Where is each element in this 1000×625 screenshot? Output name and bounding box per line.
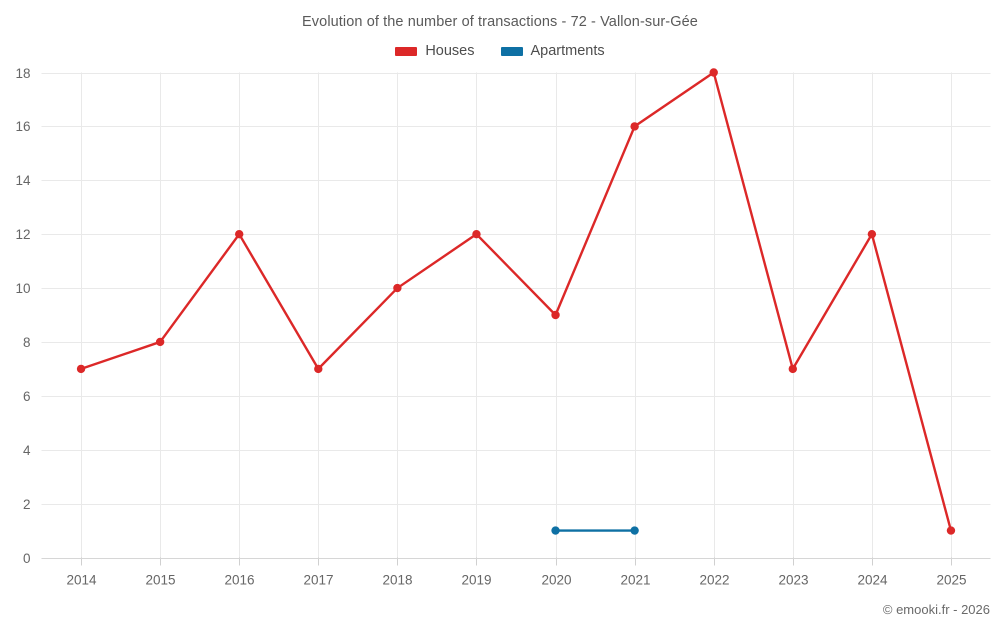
chart-title: Evolution of the number of transactions … [302,14,698,30]
data-point-apartments-2020[interactable] [551,526,560,535]
y-axis-tick-label: 6 [23,389,31,404]
data-point-houses-2023[interactable] [788,364,797,374]
y-axis-tick-label: 8 [23,335,31,350]
copyright-credit: © emooki.fr - 2026 [882,602,990,617]
data-point-houses-2021[interactable] [630,122,639,131]
x-axis-tick-label: 2015 [145,573,175,588]
x-axis-tick-label: 2021 [620,573,650,588]
x-axis-tick-label: 2020 [541,573,571,588]
y-axis-tick-label: 14 [15,173,31,188]
data-point-houses-2018[interactable] [393,283,402,293]
legend-label-apartments: Apartments [530,43,605,59]
chart-legend: Houses Apartments [0,44,1000,59]
x-axis-tick-label: 2014 [66,573,97,588]
data-point-houses-2022[interactable] [709,68,718,77]
legend-label-houses: Houses [425,43,475,59]
x-axis-tick-label: 2023 [778,573,808,588]
data-point-apartments-2021[interactable] [630,526,639,535]
legend-item-houses[interactable]: Houses [395,43,475,59]
data-point-houses-2016[interactable] [235,229,244,239]
y-axis-tick-label: 12 [15,227,30,242]
x-axis-tick-label: 2025 [936,573,966,588]
data-point-houses-2014[interactable] [76,364,86,374]
x-axis-tick-label: 2022 [699,573,729,588]
x-axis-tick-label: 2017 [303,573,333,588]
x-axis-tick-label: 2016 [224,573,254,588]
x-axis-tick-label: 2019 [461,573,491,588]
line-swatch-icon [395,46,418,56]
y-axis-tick-label: 16 [15,119,30,134]
line-swatch-icon [500,46,523,56]
data-point-houses-2020[interactable] [551,310,560,320]
x-axis-tick-label: 2024 [857,573,888,588]
y-axis-tick-label: 4 [23,443,31,458]
legend-item-apartments[interactable]: Apartments [500,43,605,59]
data-point-houses-2024[interactable] [867,229,877,239]
x-axis-tick-label: 2018 [382,573,412,588]
y-axis-tick-label: 2 [23,497,31,512]
y-axis-tick-label: 10 [15,281,30,296]
y-axis-tick-label: 18 [15,66,30,81]
data-point-houses-2015[interactable] [155,337,165,347]
series-line-houses [79,71,953,532]
data-point-houses-2025[interactable] [946,526,956,535]
data-point-houses-2019[interactable] [472,229,481,239]
data-point-houses-2017[interactable] [314,364,323,374]
y-axis-tick-label: 0 [23,551,31,566]
